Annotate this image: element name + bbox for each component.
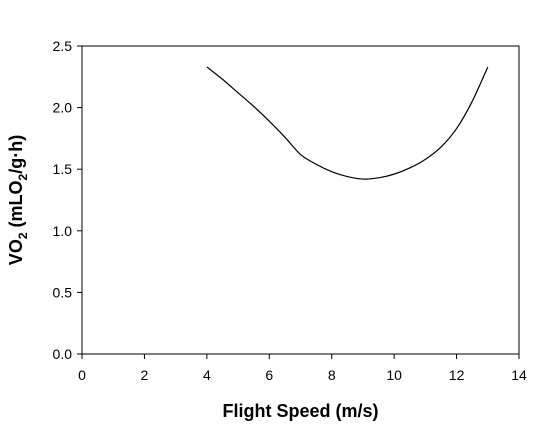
x-tick-label: 4 (203, 367, 211, 383)
y-axis-title-suffix: /g·h) (6, 135, 26, 174)
x-axis-title: Flight Speed (m/s) (222, 401, 378, 421)
y-tick-label: 2.5 (53, 38, 73, 54)
y-axis-title-prefix: VO (6, 239, 26, 265)
y-tick-label: 1.5 (53, 161, 73, 177)
series-points (207, 67, 488, 179)
x-tick-label: 0 (78, 367, 86, 383)
y-tick-label: 2.0 (53, 100, 73, 116)
x-tick-label: 12 (449, 367, 465, 383)
y-tick-label: 1.0 (53, 223, 73, 239)
x-tick-label: 8 (328, 367, 336, 383)
y-axis: 0.0 0.5 1.0 1.5 2.0 2.5 (53, 38, 82, 362)
y-tick-label: 0.5 (53, 284, 73, 300)
plot-frame (81, 45, 520, 355)
y-axis-title-sub2: 2 (16, 173, 30, 180)
series-line (206, 66, 489, 180)
x-tick-label: 10 (386, 367, 402, 383)
x-tick-label: 2 (141, 367, 149, 383)
x-tick-label: 14 (511, 367, 527, 383)
x-axis: 0 2 4 6 8 10 12 14 (78, 354, 527, 383)
plot-area: 0.0 0.5 1.0 1.5 2.0 2.5 0 2 4 6 8 10 12 14 (53, 38, 527, 383)
x-tick-label: 6 (265, 367, 273, 383)
y-axis-title: VO2 (mLO2/g·h) (6, 135, 30, 265)
y-axis-title-middle: (mLO (6, 180, 26, 232)
y-axis-title-sub1: 2 (16, 232, 30, 239)
y-tick-label: 0.0 (53, 346, 73, 362)
